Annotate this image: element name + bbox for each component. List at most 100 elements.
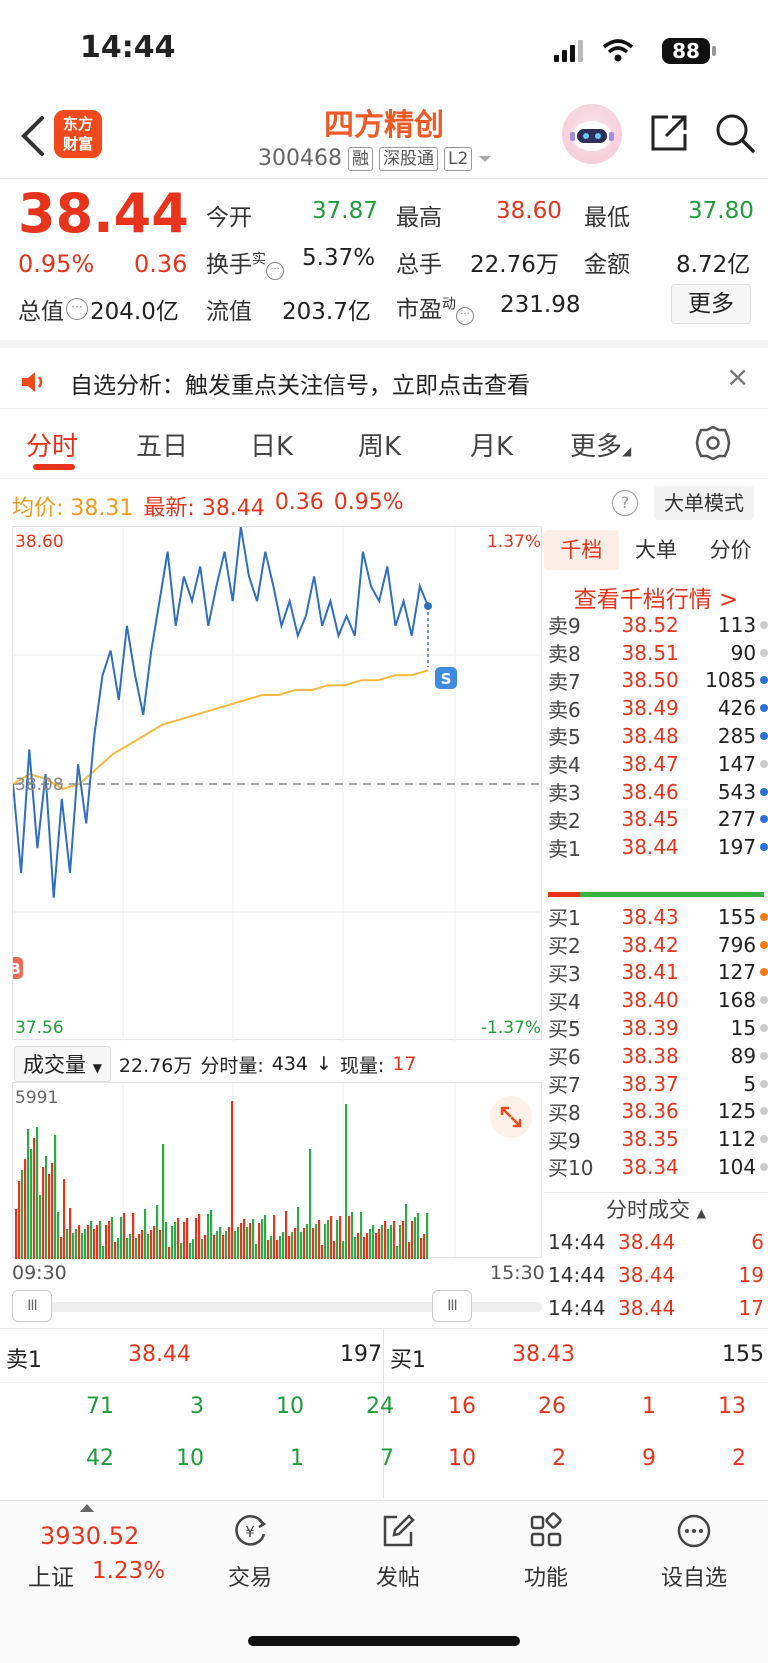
more-button[interactable]: 更多 xyxy=(671,284,751,324)
ask-level-row[interactable]: 卖9 38.52 113 xyxy=(548,610,768,640)
bid-level-row[interactable]: 买4 38.40 168 xyxy=(548,985,768,1015)
gear-icon[interactable] xyxy=(694,424,732,462)
volume-bar xyxy=(63,1179,66,1259)
bid-level-row[interactable]: 买7 38.37 5 xyxy=(548,1069,768,1099)
volume-bar xyxy=(294,1228,297,1259)
level-price: 38.36 xyxy=(621,1099,679,1124)
robot-assistant-icon[interactable] xyxy=(562,104,622,164)
bid-level-row[interactable]: 买1 38.43 155 xyxy=(548,902,768,932)
nav-add-watchlist[interactable]: 设自选 xyxy=(634,1512,754,1592)
level-dot xyxy=(760,704,768,713)
total-value-row: 总值 ··· 204.0亿 xyxy=(18,292,179,326)
level-dot xyxy=(760,968,768,977)
bid-level-row[interactable]: 买10 38.34 104 xyxy=(548,1152,768,1182)
volume-bar xyxy=(339,1216,342,1259)
range-handle-right[interactable]: III xyxy=(432,1290,472,1322)
volume-bar xyxy=(408,1242,411,1259)
wifi-icon xyxy=(602,39,634,62)
volume-bar xyxy=(378,1229,381,1259)
range-handle-left[interactable]: III xyxy=(12,1290,52,1322)
volume-bar xyxy=(96,1225,99,1259)
tab-more[interactable]: 更多◢ xyxy=(570,432,632,462)
ask-level-row[interactable]: 卖8 38.51 90 xyxy=(548,638,768,668)
time-range-slider[interactable] xyxy=(12,1302,542,1312)
tab-thousand-level[interactable]: 千档 xyxy=(544,530,619,570)
nav-functions[interactable]: 功能 xyxy=(486,1512,606,1592)
close-icon[interactable]: × xyxy=(726,360,750,393)
expand-icon[interactable] xyxy=(490,1096,532,1138)
volume-bar xyxy=(348,1216,351,1259)
volume-bar xyxy=(114,1242,117,1259)
volume-bar xyxy=(195,1218,198,1259)
volume-indicator-select[interactable]: 成交量 ▼ xyxy=(14,1046,111,1082)
tab-price-distribution[interactable]: 分价 xyxy=(709,538,752,562)
level-dot xyxy=(760,940,768,949)
big-order-mode-button[interactable]: 大单模式 xyxy=(654,486,754,520)
view-order-book-link[interactable]: 查看千档行情 > xyxy=(573,587,739,613)
bid-level-row[interactable]: 买9 38.35 112 xyxy=(548,1124,768,1154)
volume-bar xyxy=(345,1104,348,1259)
index-value[interactable]: 3930.52 xyxy=(40,1522,140,1550)
tab-big-order[interactable]: 大单 xyxy=(635,538,677,562)
level-volume: 796 xyxy=(717,932,757,957)
level-volume: 147 xyxy=(717,751,757,776)
ticks-header[interactable]: 分时成交 ▲ xyxy=(544,1192,768,1226)
back-chevron-icon[interactable] xyxy=(18,114,48,158)
ask-level-row[interactable]: 卖7 38.50 1085 xyxy=(548,666,768,696)
bid-level-row[interactable]: 买3 38.41 127 xyxy=(548,958,768,988)
volume-chart[interactable]: 5991 xyxy=(12,1082,542,1259)
nav-post[interactable]: 发帖 xyxy=(338,1512,458,1592)
level-price: 38.37 xyxy=(621,1071,679,1096)
change-amount: 0.36 xyxy=(134,250,188,278)
tab-five-day[interactable]: 五日 xyxy=(136,432,189,462)
level-dot xyxy=(760,787,768,796)
volume-bar xyxy=(354,1237,357,1259)
volume-bar xyxy=(252,1219,255,1259)
bid-level-row[interactable]: 买2 38.42 796 xyxy=(548,930,768,960)
ask-level-row[interactable]: 卖5 38.48 285 xyxy=(548,721,768,751)
volume-bar xyxy=(396,1246,399,1259)
notice-banner-text[interactable]: 自选分析：触发重点关注信号，立即点击查看 xyxy=(70,373,530,399)
level-dot xyxy=(760,996,768,1005)
volume-bar xyxy=(222,1235,225,1259)
ask-level-row[interactable]: 卖2 38.45 277 xyxy=(548,805,768,835)
tab-daily-k[interactable]: 日K xyxy=(250,432,294,462)
bid-level-row[interactable]: 买6 38.38 89 xyxy=(548,1041,768,1071)
volume-bar xyxy=(225,1231,228,1259)
ask-level-row[interactable]: 卖6 38.49 426 xyxy=(548,693,768,723)
level-volume: 89 xyxy=(730,1043,757,1068)
volume-bar xyxy=(318,1220,321,1259)
share-icon[interactable] xyxy=(648,112,690,154)
intraday-chart[interactable]: 38.60 37.56 1.37% -1.37% 38.08 S B xyxy=(7,526,543,1041)
ask-level-row[interactable]: 卖1 38.44 197 xyxy=(548,832,768,862)
low-value: 37.80 xyxy=(688,198,754,224)
level-price: 38.51 xyxy=(621,640,679,665)
tab-weekly-k[interactable]: 周K xyxy=(358,432,402,462)
volume-bar xyxy=(414,1217,417,1259)
level-price: 38.38 xyxy=(621,1043,679,1068)
nav-trade[interactable]: ¥ 交易 xyxy=(190,1512,310,1592)
volume-bar xyxy=(426,1213,429,1259)
stock-code-row[interactable]: 300468 融 深股通 L2 xyxy=(258,146,492,171)
sell-marker-label: S xyxy=(441,670,452,688)
expand-up-icon[interactable] xyxy=(80,1504,94,1512)
search-icon[interactable] xyxy=(714,112,756,154)
volume-value: 22.76万 xyxy=(470,252,559,278)
volume-bar xyxy=(237,1227,240,1259)
ask-level-row[interactable]: 卖3 38.46 543 xyxy=(548,777,768,807)
tab-monthly-k[interactable]: 月K xyxy=(470,432,514,462)
level-volume: 155 xyxy=(717,904,757,929)
tab-intraday[interactable]: 分时 xyxy=(26,432,79,462)
bid-level-row[interactable]: 买5 38.39 15 xyxy=(548,1013,768,1043)
level-dot xyxy=(760,843,768,852)
volume-bar xyxy=(420,1238,423,1259)
index-name[interactable]: 上证 xyxy=(28,1565,74,1591)
help-icon[interactable]: ? xyxy=(612,490,638,516)
volume-toolbar: 成交量 ▼ 22.76万 分时量: 434 ↓ 现量: 17 xyxy=(14,1046,417,1082)
battery-tip xyxy=(712,46,716,56)
volume-bar xyxy=(330,1216,333,1259)
ask-level-row[interactable]: 卖4 38.47 147 xyxy=(548,749,768,779)
index-percent[interactable]: 1.23% xyxy=(92,1558,166,1584)
volume-bar xyxy=(363,1237,366,1259)
bid-level-row[interactable]: 买8 38.36 125 xyxy=(548,1097,768,1127)
